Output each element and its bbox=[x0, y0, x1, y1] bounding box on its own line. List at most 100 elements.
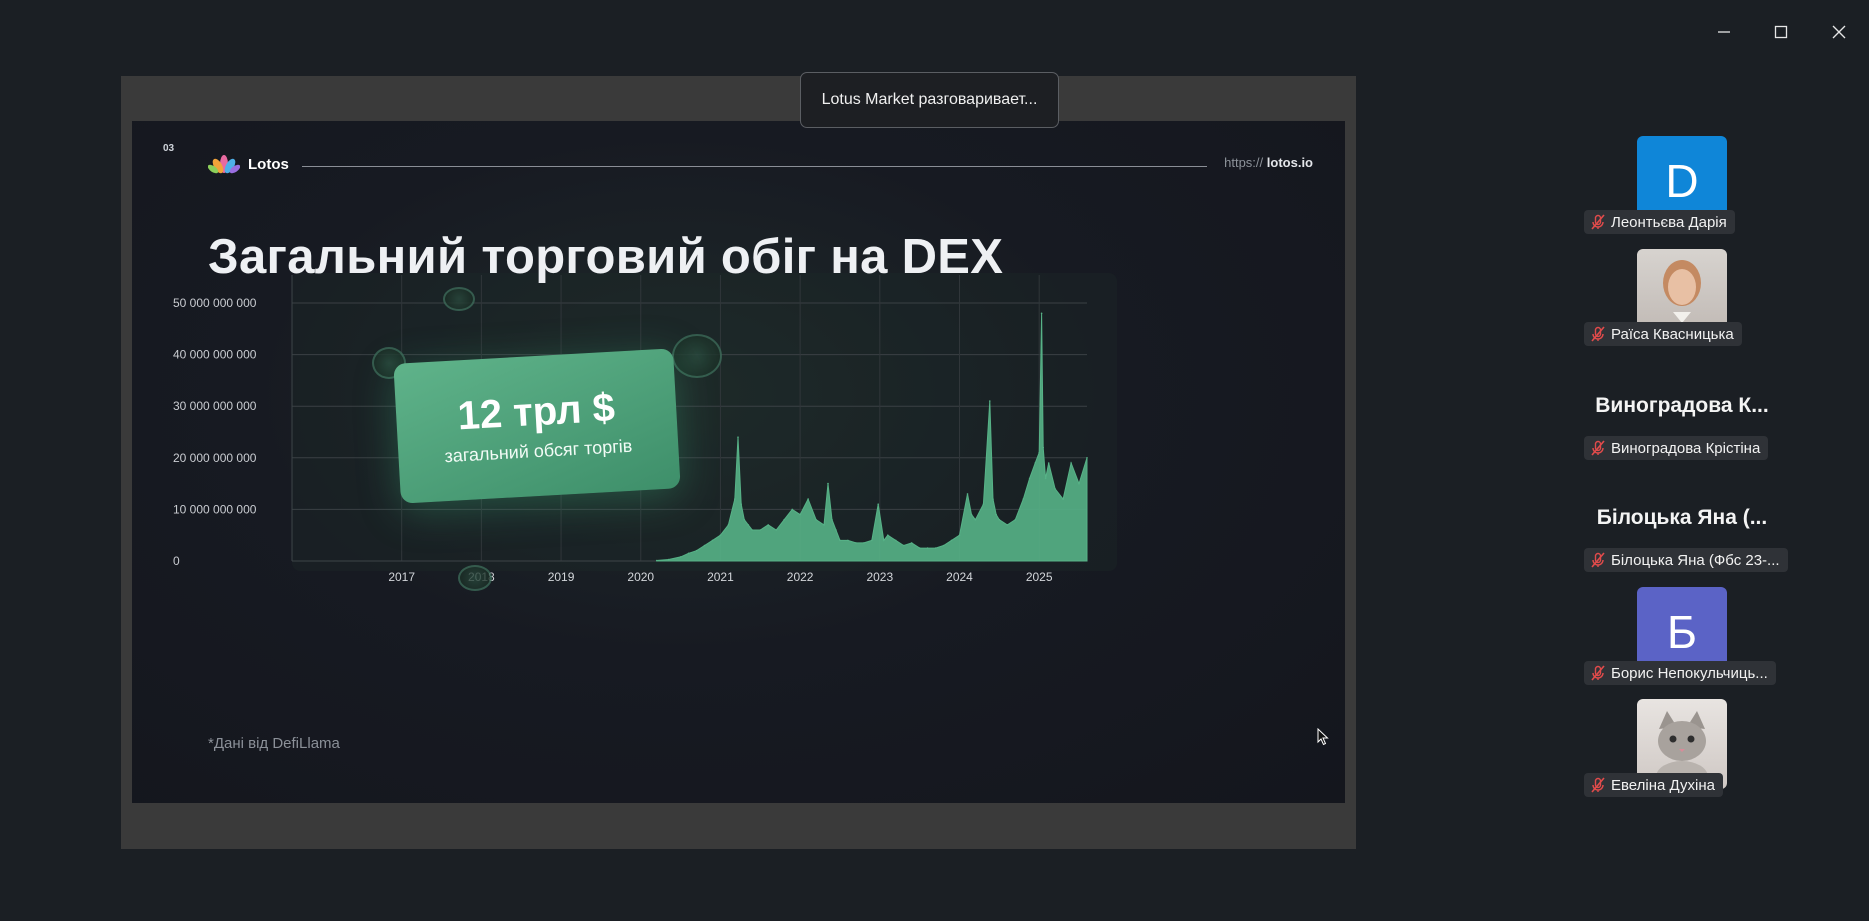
coin-decoration bbox=[443, 287, 475, 311]
url-prefix: https:// bbox=[1224, 155, 1264, 170]
data-point bbox=[918, 547, 921, 549]
data-point bbox=[934, 547, 937, 549]
data-point bbox=[1006, 524, 1009, 526]
badge-value: 12 трл $ bbox=[456, 385, 617, 439]
header-divider bbox=[302, 166, 1207, 167]
x-tick-label: 2020 bbox=[627, 570, 654, 584]
x-tick-label: 2019 bbox=[548, 570, 575, 584]
data-point bbox=[982, 503, 985, 506]
data-point bbox=[1062, 498, 1064, 500]
data-point bbox=[887, 534, 889, 536]
participant-name: Раїса Квасницька bbox=[1611, 325, 1734, 343]
data-point bbox=[1038, 451, 1040, 454]
mouse-cursor-icon bbox=[1317, 728, 1329, 746]
participant-tile[interactable]: Б Борис Непокульчиць... bbox=[1584, 587, 1780, 687]
data-point bbox=[1034, 462, 1036, 464]
data-point bbox=[974, 518, 977, 521]
participant-name: Евеліна Духіна bbox=[1611, 776, 1715, 794]
minimize-icon bbox=[1718, 31, 1730, 33]
volume-chart: 0 10 000 000 000 20 000 000 000 30 000 000 … bbox=[173, 273, 1117, 584]
data-point bbox=[734, 498, 736, 500]
participant-name-label: Виноградова Крістіна bbox=[1584, 436, 1769, 460]
data-point bbox=[799, 513, 801, 516]
participant-name-label: Білоцька Яна (Фбс 23-... bbox=[1584, 548, 1788, 572]
y-tick-label: 20 000 000 000 bbox=[173, 451, 257, 465]
data-point bbox=[719, 534, 722, 536]
participant-tile[interactable]: Раїса Квасницька bbox=[1584, 249, 1780, 349]
data-point bbox=[679, 556, 682, 558]
y-tick-label: 50 000 000 000 bbox=[173, 296, 257, 310]
data-point bbox=[775, 529, 777, 531]
coin-decoration bbox=[672, 334, 722, 378]
participant-display-name: Білоцька Яна (... bbox=[1596, 506, 1768, 529]
y-tick-label: 10 000 000 000 bbox=[173, 502, 257, 516]
brand-logo: Lotos bbox=[208, 154, 289, 174]
data-point bbox=[1040, 312, 1043, 315]
data-point bbox=[767, 524, 769, 526]
maximize-icon bbox=[1774, 25, 1788, 39]
area-series bbox=[656, 313, 1088, 562]
data-point bbox=[942, 544, 945, 547]
data-point bbox=[827, 482, 829, 485]
badge-caption: загальний обсяг торгів bbox=[443, 435, 633, 467]
data-point bbox=[791, 508, 793, 511]
data-point bbox=[989, 400, 991, 402]
data-point bbox=[855, 542, 857, 544]
data-point bbox=[815, 518, 817, 521]
data-point bbox=[839, 539, 841, 542]
mic-off-icon bbox=[1590, 326, 1606, 342]
data-point bbox=[883, 539, 885, 542]
maximize-button[interactable] bbox=[1767, 18, 1795, 46]
data-point bbox=[743, 518, 746, 521]
data-point bbox=[998, 518, 1001, 521]
mic-off-icon bbox=[1590, 777, 1606, 793]
data-point bbox=[902, 544, 905, 547]
data-point bbox=[831, 518, 833, 521]
x-tick-label: 2024 bbox=[946, 570, 973, 584]
presentation-slide: 0 10 000 000 000 20 000 000 000 30 000 000 … bbox=[132, 121, 1345, 803]
x-tick-label: 2021 bbox=[707, 570, 734, 584]
participant-tile[interactable]: Білоцька Яна (... Білоцька Яна (Фбс 23-.… bbox=[1584, 502, 1788, 574]
data-point bbox=[740, 503, 742, 506]
data-point bbox=[877, 503, 879, 506]
participant-name-label: Евеліна Духіна bbox=[1584, 773, 1723, 797]
participant-name: Леонтьєва Дарія bbox=[1611, 213, 1727, 231]
data-point bbox=[703, 544, 706, 547]
close-button[interactable] bbox=[1825, 18, 1853, 46]
data-point bbox=[1054, 488, 1056, 490]
data-point bbox=[1086, 457, 1088, 459]
data-point bbox=[835, 529, 837, 531]
data-point bbox=[655, 559, 658, 562]
mic-off-icon bbox=[1590, 665, 1606, 681]
data-point bbox=[747, 524, 750, 526]
data-point bbox=[847, 539, 849, 542]
y-tick-label: 0 bbox=[173, 554, 180, 568]
data-point bbox=[783, 518, 785, 521]
x-tick-label: 2017 bbox=[388, 570, 415, 584]
url-domain: lotos.io bbox=[1266, 155, 1313, 170]
mic-off-icon bbox=[1590, 214, 1606, 230]
participant-tile[interactable]: Евеліна Духіна bbox=[1584, 699, 1780, 799]
data-point bbox=[950, 539, 953, 542]
website-url: https:// lotos.io bbox=[1224, 155, 1313, 170]
data-point bbox=[1028, 477, 1031, 480]
data-point bbox=[667, 558, 670, 561]
data-point bbox=[711, 539, 714, 542]
data-point bbox=[926, 547, 929, 549]
volume-badge: 12 трл $ загальний обсяг торгів bbox=[393, 348, 681, 504]
participant-name-label: Борис Непокульчиць... bbox=[1584, 661, 1776, 685]
data-point bbox=[1042, 446, 1044, 449]
participant-name-label: Раїса Квасницька bbox=[1584, 322, 1742, 346]
data-point bbox=[966, 493, 969, 495]
participant-tile[interactable]: Виноградова К... Виноградова Крістіна bbox=[1584, 390, 1780, 462]
data-point bbox=[737, 436, 739, 439]
data-point bbox=[727, 524, 730, 526]
coin-decoration bbox=[458, 565, 492, 591]
data-point bbox=[970, 513, 973, 516]
data-point bbox=[863, 542, 865, 544]
participant-tile[interactable]: D Леонтьєва Дарія bbox=[1584, 136, 1780, 236]
x-tick-label: 2025 bbox=[1026, 570, 1053, 584]
data-point bbox=[895, 539, 897, 542]
mic-off-icon bbox=[1590, 552, 1606, 568]
minimize-button[interactable] bbox=[1710, 18, 1738, 46]
